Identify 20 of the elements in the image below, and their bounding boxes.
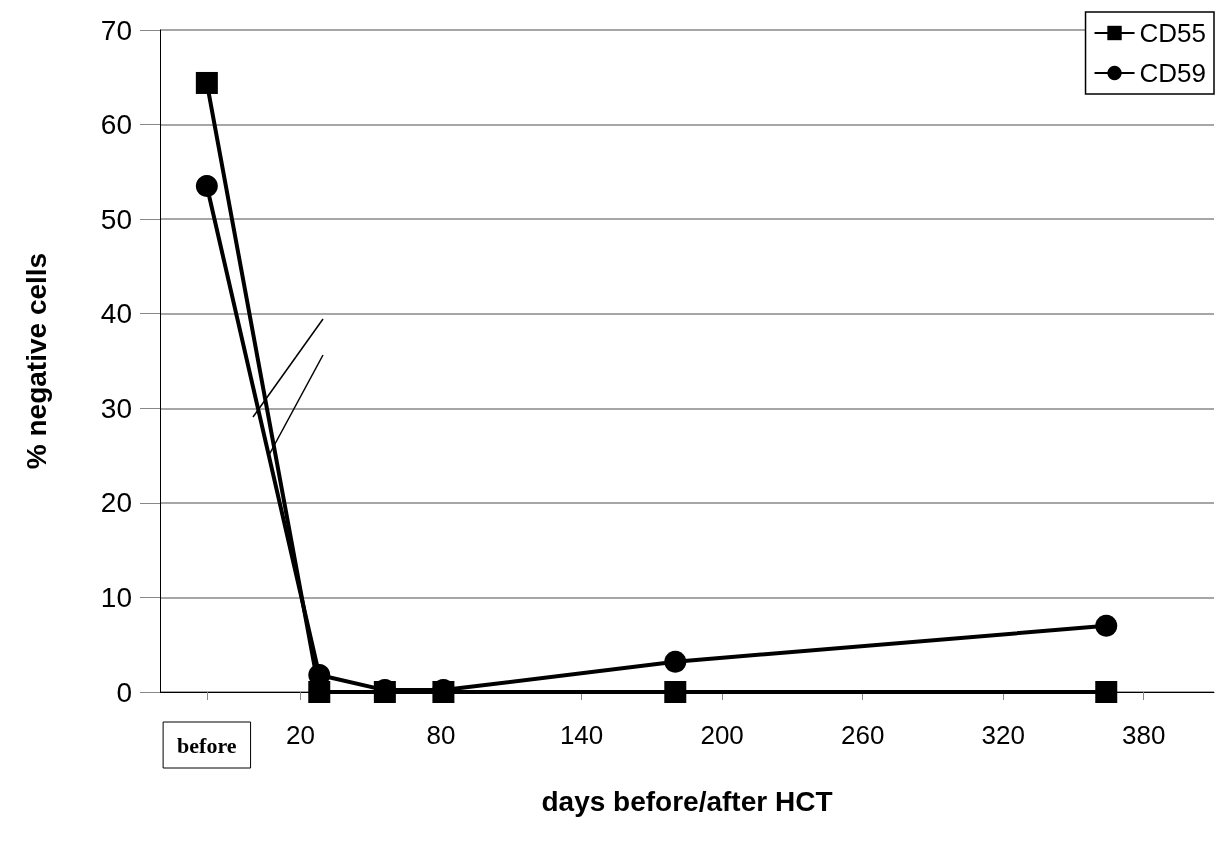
x-axis-title: days before/after HCT [541,785,833,817]
y-tick-label: 70 [100,14,132,46]
x-tick-label: 80 [426,720,456,750]
x-tick-label: 200 [700,720,744,750]
y-tick-label: 50 [100,203,132,235]
y-tick-label: 40 [100,298,132,330]
x-tick-label: 380 [1122,720,1166,750]
y-tick-label: 60 [100,109,132,141]
x-tick-label: 260 [840,720,885,750]
y-tick-label: 20 [100,487,132,519]
y-tick-label: 10 [100,581,132,613]
y-tick-label: 30 [100,392,132,424]
y-axis-title: % negative cells [20,252,52,470]
x-tick-label: 140 [559,720,604,750]
legend-label: CD59 [1139,58,1207,88]
x-tick-label: 320 [981,720,1025,750]
y-tick-label: 0 [116,676,132,708]
x-tick-label: 20 [286,720,315,750]
legend-label: CD55 [1139,18,1207,48]
x-tick-label: before [177,732,237,758]
